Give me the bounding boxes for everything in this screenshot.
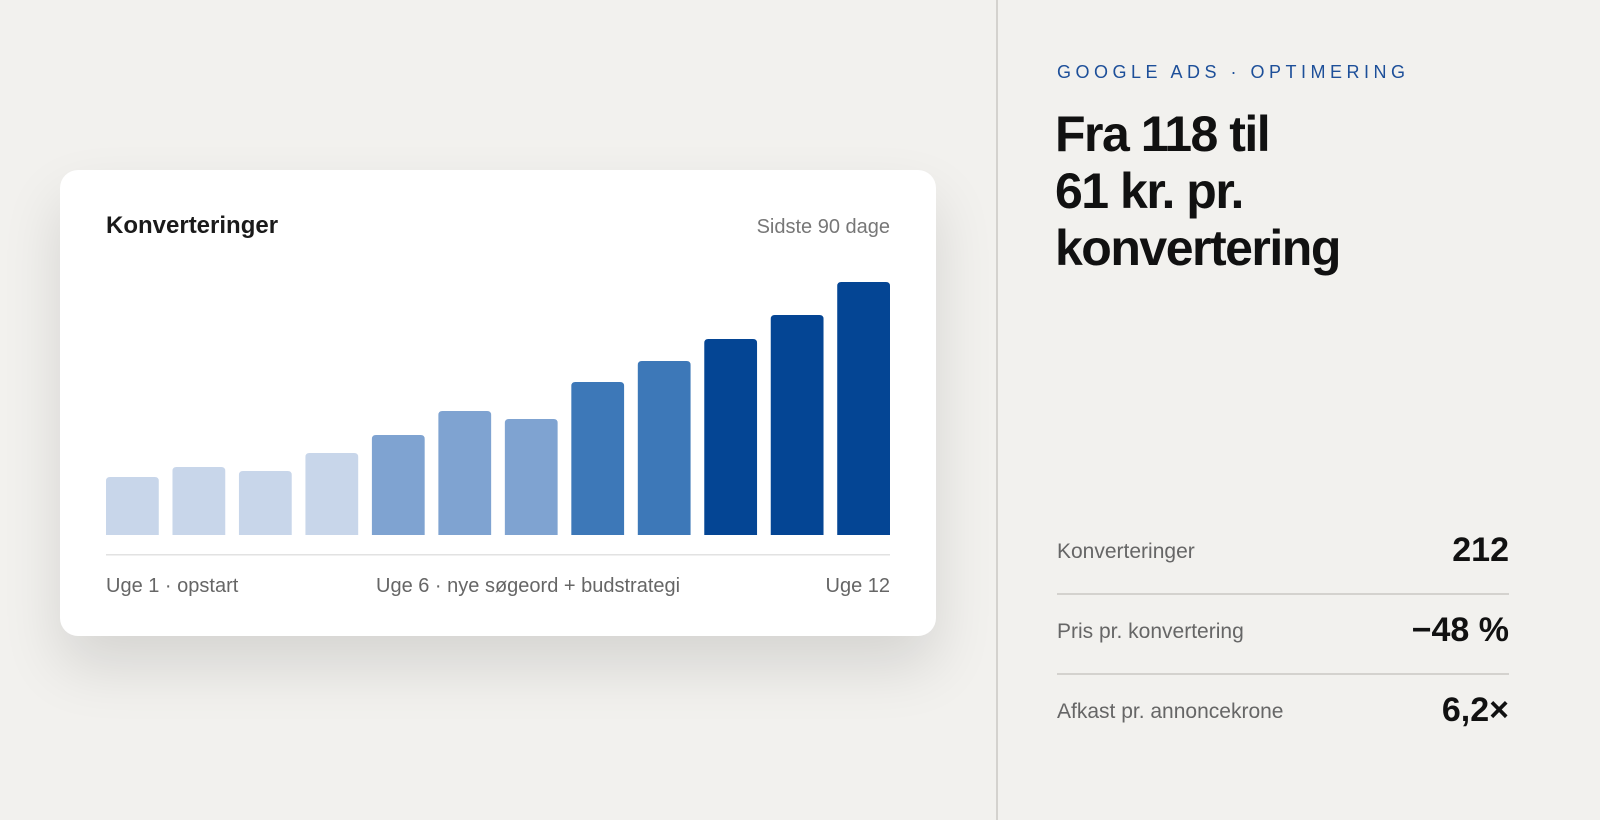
heading-line: 61 kr. pr.: [1055, 163, 1244, 219]
bar: [571, 382, 625, 535]
bar: [637, 361, 691, 535]
stat-label: Konverteringer: [1057, 540, 1195, 563]
bar: [305, 453, 359, 535]
bar: [371, 435, 425, 535]
x-label: Uge 1 · opstart: [106, 575, 239, 597]
bar: [837, 282, 890, 535]
stat-value: 212: [1452, 531, 1509, 569]
bar: [438, 411, 492, 535]
card-title: Konverteringer: [106, 212, 279, 239]
stat-label: Pris pr. konvertering: [1057, 620, 1244, 643]
bar: [504, 419, 558, 535]
eyebrow: GOOGLE ADS · OPTIMERING: [1057, 62, 1410, 82]
bar: [172, 467, 226, 535]
panel-divider: [996, 0, 998, 820]
baseline: [106, 554, 890, 556]
stat-row: Konverteringer 212: [1057, 513, 1509, 595]
stat-row: Pris pr. konvertering −48 %: [1057, 593, 1509, 675]
chart: [106, 282, 890, 556]
heading-line: Fra 118 til: [1055, 106, 1271, 162]
stat-label: Afkast pr. annoncekrone: [1057, 700, 1284, 723]
stat-value: 6,2×: [1441, 691, 1509, 729]
x-label: Uge 6 · nye søgeord + budstrategi: [376, 575, 681, 597]
chart-card: Konverteringer Sidste 90 dage Uge 1 · op…: [60, 170, 936, 636]
bar: [704, 339, 758, 535]
card-period: Sidste 90 dage: [756, 216, 890, 238]
stat-row: Afkast pr. annoncekrone 6,2×: [1057, 673, 1509, 753]
stat-value: −48 %: [1411, 611, 1509, 649]
bar: [770, 315, 824, 535]
heading: Fra 118 til 61 kr. pr. konvertering: [1055, 106, 1341, 277]
bar: [106, 477, 159, 535]
bar: [238, 471, 292, 535]
x-label: Uge 12: [825, 575, 891, 597]
heading-line: konvertering: [1055, 220, 1341, 276]
